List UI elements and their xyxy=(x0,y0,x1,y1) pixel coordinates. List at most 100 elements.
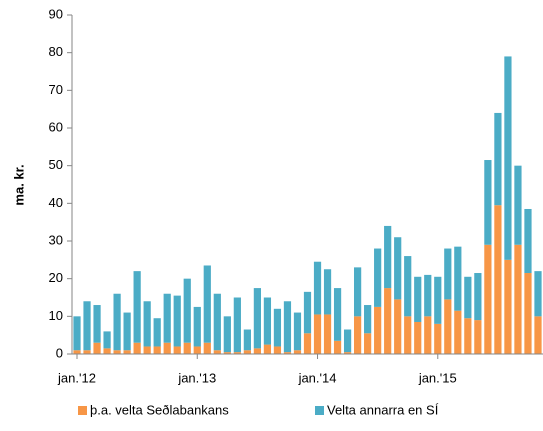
bar-segment xyxy=(143,301,151,347)
bar-segment xyxy=(514,165,522,245)
bar-segment xyxy=(414,276,422,322)
y-tick-label: 90 xyxy=(49,6,63,21)
x-tick-label: jan.'13 xyxy=(177,370,216,385)
bar-segment xyxy=(233,352,241,354)
bar-segment xyxy=(313,314,322,354)
y-tick-label: 40 xyxy=(49,195,63,210)
bar-segment xyxy=(484,244,492,354)
bar-segment xyxy=(183,342,191,354)
bar-segment xyxy=(384,288,392,354)
bar-segment xyxy=(343,329,352,353)
bar-segment xyxy=(333,288,342,341)
bar-segment xyxy=(133,271,141,343)
bar-segment xyxy=(103,348,111,354)
bar-segment xyxy=(524,273,532,354)
bar-segment xyxy=(283,352,292,354)
bar-segment xyxy=(103,331,111,349)
bar-segment xyxy=(93,305,101,343)
x-tick-label: jan.'12 xyxy=(57,370,96,385)
bar-segment xyxy=(404,316,412,354)
x-tick-label: jan.'14 xyxy=(298,370,337,385)
bar-segment xyxy=(93,342,101,354)
y-tick-label: 70 xyxy=(49,82,63,97)
bar-segment xyxy=(374,248,382,307)
y-tick-label: 30 xyxy=(49,232,63,247)
bar-segment xyxy=(394,299,402,354)
bar-segment xyxy=(123,312,131,351)
bar-segment xyxy=(494,112,502,206)
bar-segment xyxy=(183,278,191,343)
bar-segment xyxy=(193,346,201,354)
bar-segment xyxy=(454,310,462,354)
bar-segment xyxy=(213,350,221,354)
bar-segment xyxy=(273,308,282,347)
bar-segment xyxy=(384,225,392,289)
y-tick-label: 50 xyxy=(49,157,63,172)
bar-segment xyxy=(323,314,332,354)
bar-segment xyxy=(444,248,452,300)
bar-segment xyxy=(424,274,432,317)
bar-segment xyxy=(464,318,472,354)
bar-segment xyxy=(263,344,272,354)
bar-segment xyxy=(293,312,302,351)
bar-segment xyxy=(333,340,342,354)
bar-segment xyxy=(504,56,512,260)
bar-segment xyxy=(514,244,522,354)
bar-segment xyxy=(273,346,282,354)
bar-segment xyxy=(434,276,442,324)
bar-segment xyxy=(123,350,131,354)
legend-label: þ.a. velta Seðlabankans xyxy=(90,402,229,417)
bar-segment xyxy=(73,350,81,354)
x-tick-label: jan.'15 xyxy=(418,370,457,385)
y-tick-label: 60 xyxy=(49,119,63,134)
bar-segment xyxy=(364,333,372,354)
bar-segment xyxy=(364,305,372,334)
bar-segment xyxy=(253,348,262,354)
bar-segment xyxy=(223,316,231,353)
bar-segment xyxy=(303,291,312,334)
bar-segment xyxy=(263,297,272,345)
bar-segment xyxy=(464,276,472,319)
bar-segment xyxy=(303,333,312,354)
bar-segment xyxy=(203,342,211,354)
bar-segment xyxy=(83,350,91,354)
bar-segment xyxy=(153,318,161,347)
bar-segment xyxy=(223,352,231,354)
y-tick-label: 0 xyxy=(56,345,63,360)
bar-segment xyxy=(313,261,322,315)
bar-segment xyxy=(293,350,302,354)
bar-segment xyxy=(353,267,362,317)
bar-segment xyxy=(133,342,141,354)
y-tick-label: 10 xyxy=(49,308,63,323)
bar-segment xyxy=(283,301,292,353)
bar-segment xyxy=(444,299,452,354)
bar-segment xyxy=(414,321,422,354)
bar-segment xyxy=(424,316,432,354)
bar-segment xyxy=(484,160,492,245)
y-tick-label: 20 xyxy=(49,270,63,285)
legend-label: Velta annarra en SÍ xyxy=(327,402,439,417)
bar-segment xyxy=(494,205,502,354)
bar-segment xyxy=(353,316,362,354)
bar-segment xyxy=(434,323,442,354)
bar-segment xyxy=(173,295,181,347)
bar-segment xyxy=(374,306,382,354)
bar-segment xyxy=(243,350,251,354)
bar-segment xyxy=(203,265,211,343)
bar-segment xyxy=(394,237,402,300)
bar-segment xyxy=(534,316,542,354)
bar-segment xyxy=(454,246,462,311)
bar-segment xyxy=(474,320,482,354)
bar-segment xyxy=(524,208,532,274)
bar-segment xyxy=(323,269,332,315)
bar-segment xyxy=(173,346,181,354)
bar-segment xyxy=(143,346,151,354)
bar-segment xyxy=(253,288,262,349)
legend-swatch xyxy=(78,406,87,415)
bar-segment xyxy=(73,316,81,351)
y-axis-label: ma. kr. xyxy=(11,164,26,205)
bar-segment xyxy=(504,259,512,354)
legend-swatch xyxy=(315,406,324,415)
bar-segment xyxy=(404,256,412,317)
bar-segment xyxy=(213,293,221,351)
